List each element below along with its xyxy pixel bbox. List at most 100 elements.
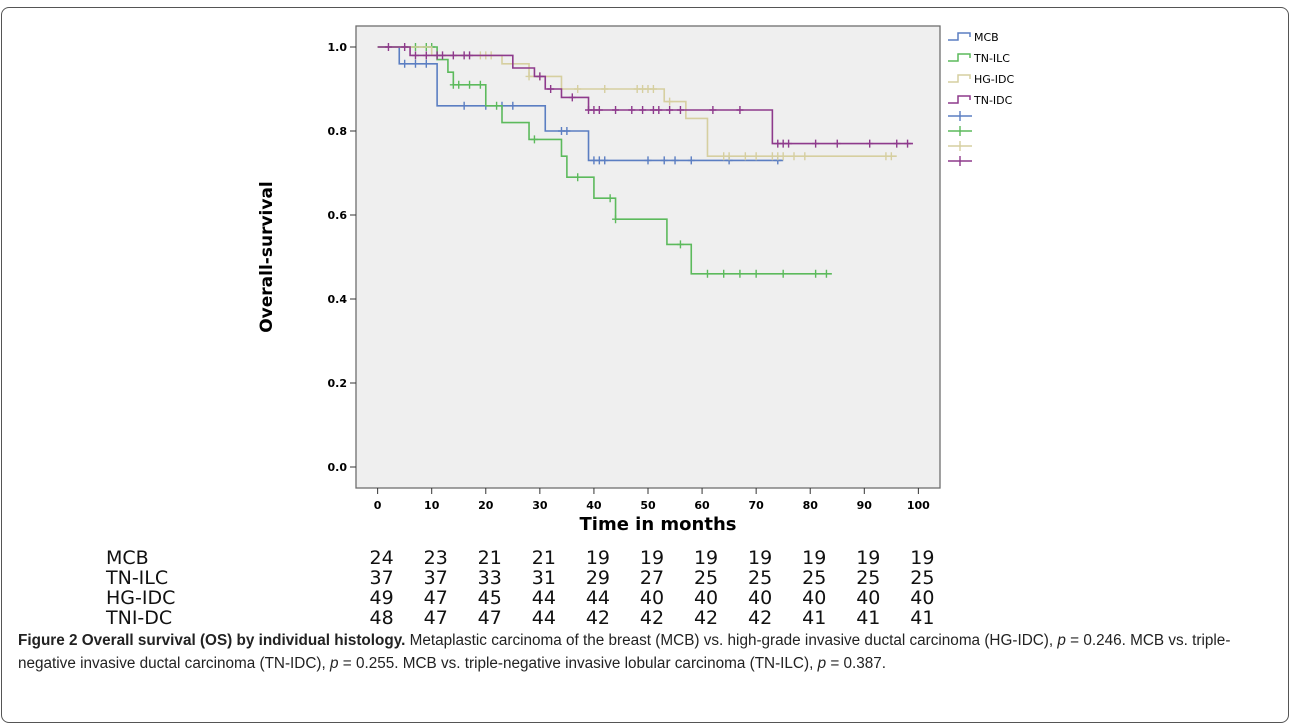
legend-censor-mark [948,111,972,121]
legend-censor-mark [948,141,972,151]
x-tick-label: 80 [803,499,819,512]
risk-value: 42 [748,607,773,629]
censor-mark [801,152,809,161]
censor-mark [866,139,874,148]
censor-mark [466,51,474,60]
legend-label: HG-IDC [974,73,1014,86]
risk-value: 33 [477,567,502,589]
y-tick-label: 0.8 [328,125,348,138]
legend: MCB TN-ILC HG-IDC TN-IDC [948,31,1014,166]
censor-mark [887,152,895,161]
risk-row-label: HG-IDC [106,587,176,609]
risk-value: 25 [856,567,881,589]
censor-mark [904,139,912,148]
legend-swatch [948,53,971,62]
risk-row-label: TNI-DC [106,607,173,629]
censor-mark [649,85,657,93]
censor-mark [893,139,901,148]
y-axis-title: Overall-survival [257,181,277,333]
risk-value: 49 [369,587,394,609]
legend-swatch [948,74,971,83]
risk-value: 44 [531,587,556,609]
censor-mark [666,97,674,106]
risk-value: 40 [693,587,719,609]
censor-mark [476,80,484,89]
censor-mark [785,139,793,148]
censor-mark [822,269,830,278]
censor-mark [563,127,571,135]
censor-mark [720,269,728,278]
censor-mark [725,152,733,161]
risk-value: 41 [910,607,935,629]
risk-value: 47 [423,607,448,629]
risk-value: 21 [477,547,502,569]
risk-value: 47 [477,607,502,629]
risk-value: 37 [423,567,448,589]
censor-mark [736,106,744,114]
censor-mark [752,152,760,161]
censor-mark [644,156,652,165]
risk-value: 44 [585,587,611,609]
risk-value: 24 [369,547,394,569]
legend-swatch [948,95,971,104]
censor-mark [779,152,787,161]
censor-mark [601,156,609,165]
censor-mark [676,106,684,114]
legend-label: MCB [974,31,999,44]
censor-mark [493,101,501,110]
risk-value: 42 [693,607,719,629]
risk-value: 40 [639,587,665,609]
risk-row-label: MCB [106,547,149,569]
censor-mark [401,59,409,68]
censor-mark [671,156,679,165]
risk-value: 25 [802,567,827,589]
y-tick-label: 0.2 [328,377,348,390]
censor-mark [812,269,820,278]
risk-value: 40 [802,587,827,609]
legend-swatch [948,32,971,41]
risk-value: 42 [639,607,665,629]
caption-p-symbol-3: p [817,655,827,672]
censor-mark [703,269,711,278]
censor-mark [736,269,744,278]
y-tick-label: 0.0 [328,461,348,474]
risk-value: 47 [423,587,448,609]
censor-mark [568,93,576,102]
censor-mark [422,59,430,68]
plot-area [355,25,941,489]
x-axis: 0 10 20 30 40 50 60 70 80 90 100 [374,488,930,512]
risk-value: 25 [748,567,773,589]
risk-value: 19 [910,547,935,569]
censor-mark [466,80,474,89]
caption-text-3: = 0.255. MCB vs. triple-negative invasiv… [338,655,818,672]
legend-censor-mark [948,156,972,166]
risk-value: 40 [910,587,935,609]
caption-text-1: Metaplastic carcinoma of the breast (MCB… [405,632,1058,649]
censor-mark [574,173,582,182]
caption-text-4: = 0.387. [826,655,887,672]
censor-mark [741,152,749,161]
risk-value: 19 [748,547,773,569]
censor-mark [833,139,841,148]
risk-value: 44 [531,607,556,629]
censor-mark [779,269,787,278]
risk-value: 41 [856,607,881,629]
risk-value: 19 [585,547,611,569]
censor-mark [547,85,555,93]
series-line [377,46,784,162]
risk-row-label: TN-ILC [106,567,169,589]
censor-mark [639,106,647,114]
x-tick-label: 100 [907,499,930,512]
series-line [377,46,832,275]
figure-caption: Figure 2 Overall survival (OS) by indivi… [18,629,1273,675]
censor-mark [612,215,620,224]
censor-mark [612,106,620,114]
x-tick-label: 90 [857,499,873,512]
risk-value: 31 [531,567,556,589]
censor-mark [422,51,430,60]
risk-value: 37 [369,567,394,589]
x-axis-title: Time in months [580,514,737,535]
censor-mark [439,51,447,60]
censor-mark [525,72,533,81]
censor-mark [790,152,798,161]
